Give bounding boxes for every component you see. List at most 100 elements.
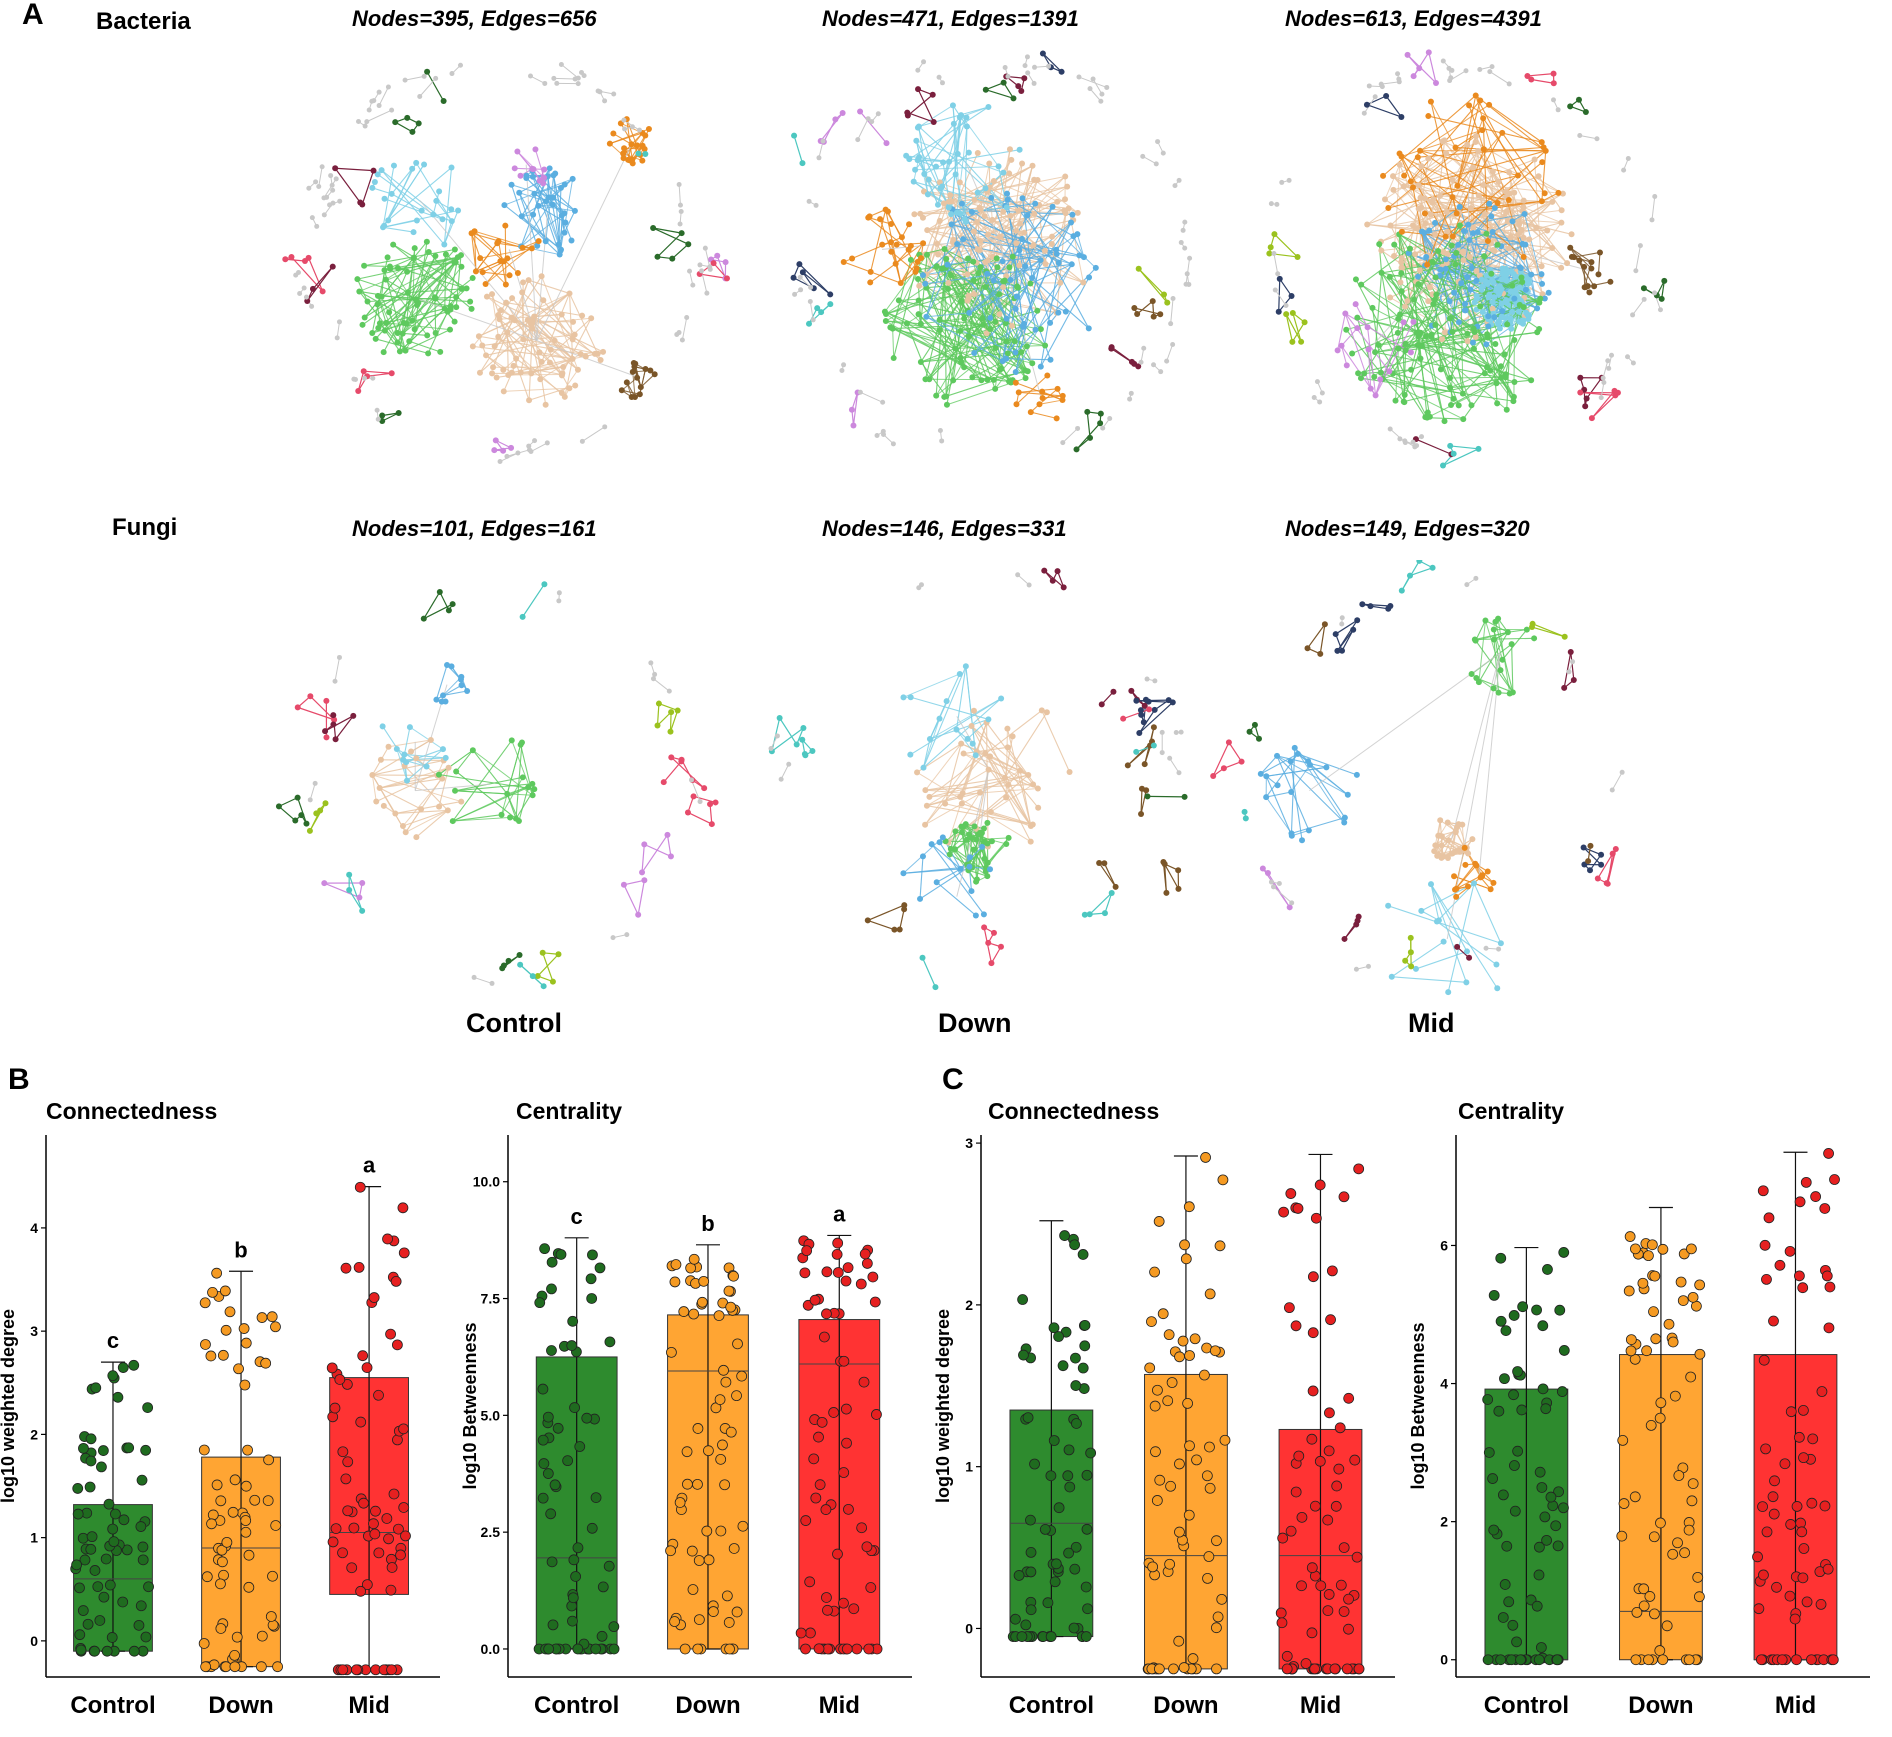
- network-node: [1294, 750, 1301, 757]
- network-edge: [379, 767, 449, 789]
- data-point: [71, 1559, 83, 1571]
- network-edge: [920, 347, 956, 363]
- network-edge: [623, 879, 645, 886]
- network-node: [1010, 95, 1017, 102]
- network-edge: [471, 232, 505, 262]
- network-node: [542, 80, 548, 86]
- network-node: [827, 291, 834, 298]
- network-edges: [278, 583, 716, 987]
- data-point: [728, 1270, 739, 1282]
- network-node: [1009, 733, 1016, 740]
- network-edge: [956, 243, 1004, 362]
- network-node: [1173, 730, 1179, 736]
- network-node: [1408, 963, 1415, 970]
- network-node: [1015, 572, 1021, 578]
- network-node: [1003, 204, 1010, 211]
- network-node: [346, 871, 353, 878]
- network-node: [1397, 311, 1404, 318]
- data-point: [1045, 1470, 1057, 1482]
- data-point: [666, 1346, 677, 1358]
- network-node: [356, 118, 362, 124]
- data-point: [828, 1407, 840, 1418]
- data-point: [1204, 1288, 1216, 1300]
- network-edge: [569, 293, 602, 361]
- network-node: [594, 350, 601, 357]
- data-point: [539, 1243, 550, 1255]
- network-node: [1022, 367, 1029, 374]
- network-edge: [452, 816, 511, 822]
- network-node: [471, 974, 477, 980]
- network-node: [517, 369, 524, 376]
- data-point: [395, 1549, 406, 1561]
- data-point: [1180, 1253, 1192, 1265]
- network-edge: [367, 372, 392, 377]
- network-node: [622, 126, 628, 132]
- network-node: [385, 217, 392, 224]
- network-node: [1001, 277, 1008, 284]
- network-node: [630, 359, 637, 366]
- network-edge: [357, 256, 458, 280]
- network-node: [1371, 373, 1378, 380]
- data-point: [542, 1411, 554, 1423]
- network-node: [530, 166, 537, 173]
- network-node: [1120, 715, 1127, 722]
- network-edge: [1468, 104, 1546, 152]
- network-node: [519, 244, 526, 251]
- network-node: [1462, 300, 1469, 307]
- network-node: [1417, 147, 1424, 154]
- network-node: [687, 268, 693, 274]
- network-edge: [377, 173, 434, 215]
- data-point: [1071, 1418, 1082, 1429]
- network-edge: [966, 238, 1000, 324]
- network-node: [921, 59, 927, 65]
- network-node: [668, 754, 675, 761]
- network-node: [1585, 858, 1592, 865]
- data-point: [400, 1530, 411, 1542]
- network-node: [923, 251, 930, 258]
- network-node: [796, 261, 803, 268]
- network-node: [1444, 819, 1451, 826]
- network-node: [1086, 911, 1093, 918]
- data-point: [703, 1445, 714, 1457]
- data-point: [391, 1339, 403, 1351]
- y-tick-label: 7.5: [481, 1291, 501, 1307]
- network-edge: [1265, 796, 1292, 834]
- network-node: [969, 740, 976, 747]
- y-tick-label: 2: [965, 1297, 973, 1313]
- network-edge: [372, 187, 392, 195]
- network-node: [404, 268, 411, 275]
- network-node: [1225, 739, 1232, 746]
- data-point: [327, 1536, 339, 1548]
- network-node: [963, 123, 970, 130]
- network-node: [1497, 363, 1504, 370]
- data-point: [211, 1479, 223, 1491]
- network-node: [441, 241, 448, 248]
- network-node: [1475, 147, 1482, 154]
- data-point: [1211, 1535, 1222, 1547]
- network-edge: [1661, 280, 1665, 299]
- network-node: [814, 305, 821, 312]
- network-node: [1439, 336, 1446, 343]
- network-node: [1128, 390, 1134, 396]
- network-node: [309, 215, 315, 221]
- network-edge: [780, 764, 790, 780]
- network-node: [423, 763, 430, 770]
- network-node: [1418, 907, 1425, 914]
- network-node: [1397, 436, 1403, 442]
- data-point: [570, 1571, 582, 1582]
- network-node: [1489, 168, 1496, 175]
- network-edge: [779, 717, 798, 745]
- network-node: [1491, 247, 1498, 254]
- network-node: [654, 253, 661, 260]
- network-edge: [1380, 214, 1432, 243]
- data-point: [1189, 1333, 1201, 1345]
- network-node: [1353, 771, 1360, 778]
- network-edge: [438, 767, 450, 807]
- network-node: [1558, 207, 1565, 214]
- network-edge: [1089, 892, 1113, 915]
- network-node: [401, 751, 408, 758]
- network-edge: [1344, 313, 1372, 389]
- network-node: [987, 314, 994, 321]
- network-edge: [324, 715, 354, 732]
- network-node: [1521, 211, 1528, 218]
